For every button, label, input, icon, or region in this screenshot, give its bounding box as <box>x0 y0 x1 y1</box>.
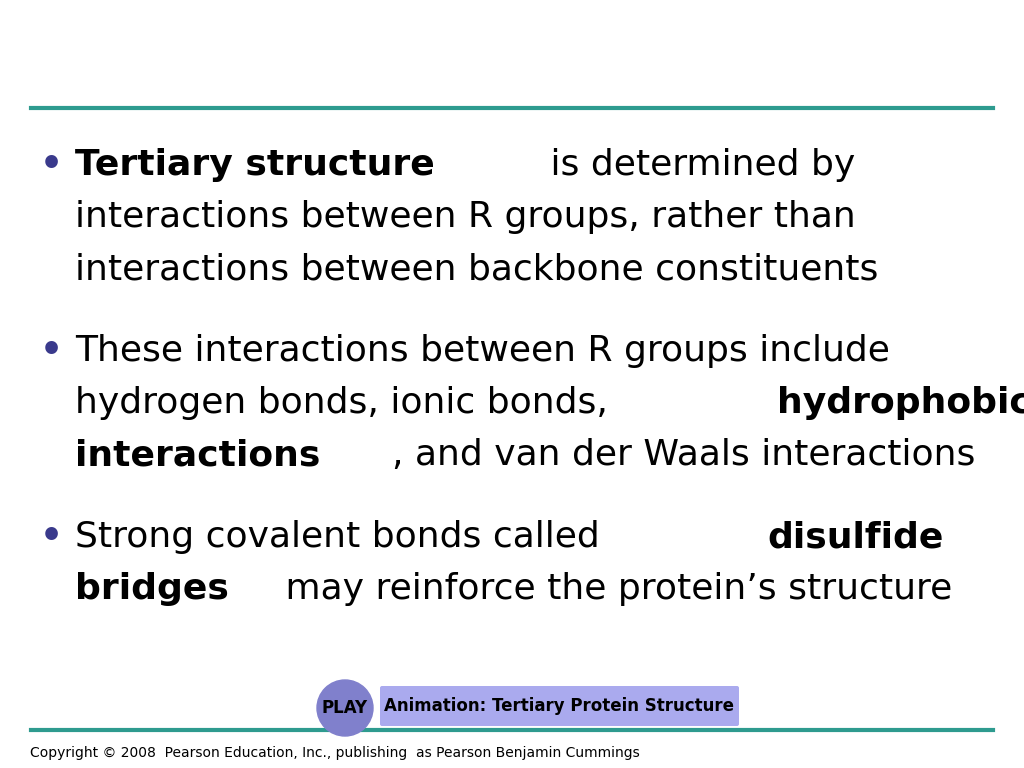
Text: PLAY: PLAY <box>322 699 368 717</box>
Text: interactions between R groups, rather than: interactions between R groups, rather th… <box>75 200 856 234</box>
Text: •: • <box>40 520 63 554</box>
Text: These interactions between R groups include: These interactions between R groups incl… <box>75 334 890 368</box>
FancyBboxPatch shape <box>380 686 739 726</box>
Text: Strong covalent bonds called: Strong covalent bonds called <box>75 520 611 554</box>
Text: Copyright © 2008  Pearson Education, Inc., publishing  as Pearson Benjamin Cummi: Copyright © 2008 Pearson Education, Inc.… <box>30 746 640 760</box>
Text: hydrogen bonds, ionic bonds,: hydrogen bonds, ionic bonds, <box>75 386 620 420</box>
Text: interactions: interactions <box>75 438 321 472</box>
Text: Tertiary structure: Tertiary structure <box>75 148 435 182</box>
Text: interactions between backbone constituents: interactions between backbone constituen… <box>75 252 879 286</box>
Text: •: • <box>40 148 63 182</box>
Text: •: • <box>40 334 63 368</box>
Text: may reinforce the protein’s structure: may reinforce the protein’s structure <box>273 572 951 606</box>
Text: disulfide: disulfide <box>767 520 943 554</box>
Text: hydrophobic: hydrophobic <box>777 386 1024 420</box>
Text: Animation: Tertiary Protein Structure: Animation: Tertiary Protein Structure <box>384 697 734 715</box>
Text: is determined by: is determined by <box>540 148 855 182</box>
Circle shape <box>317 680 373 736</box>
Text: , and van der Waals interactions: , and van der Waals interactions <box>391 438 975 472</box>
Text: bridges: bridges <box>75 572 229 606</box>
